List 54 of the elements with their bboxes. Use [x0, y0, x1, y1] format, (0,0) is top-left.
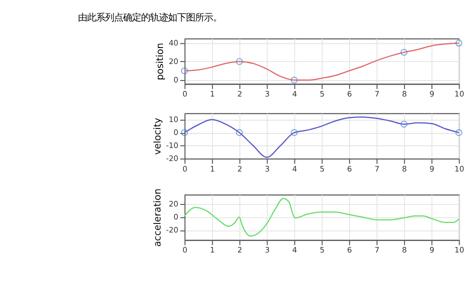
y-tick-label: 0	[174, 75, 179, 84]
x-tick-label: 7	[374, 90, 380, 99]
x-tick-label: 1	[210, 90, 215, 99]
x-tick-label: 8	[402, 164, 408, 174]
x-tick-label: 3	[264, 90, 270, 99]
point	[455, 40, 462, 46]
x-tick-label: 3	[264, 164, 270, 174]
x-tick-label: 0	[182, 246, 188, 255]
x-tick-label: 7	[374, 246, 380, 255]
point	[400, 48, 408, 56]
y-tick-label: -20	[166, 154, 179, 163]
x-tick-label: 6	[347, 246, 352, 255]
x-tick-label: 8	[402, 246, 408, 255]
y-tick-label: 10	[168, 114, 179, 124]
x-tick-label: 6	[347, 90, 352, 99]
y-tick-label: -10	[166, 140, 179, 150]
y-tick-label: 20	[168, 56, 179, 66]
y-axis-title: acceleration	[152, 188, 164, 247]
x-tick-label: 2	[237, 90, 242, 99]
x-tick-label: 10	[454, 90, 464, 99]
x-tick-label: 7	[374, 164, 380, 174]
line-series	[184, 42, 460, 81]
x-tick-label: 10	[454, 246, 464, 255]
point	[236, 58, 243, 66]
x-tick-label: 5	[320, 164, 325, 174]
x-tick-label: 0	[182, 164, 188, 174]
x-tick-label: 1	[210, 164, 215, 174]
y-tick-label: 40	[168, 38, 179, 48]
x-tick-label: 5	[320, 246, 325, 255]
y-tick-label: -20	[166, 226, 179, 235]
x-tick-label: 4	[292, 164, 298, 174]
y-tick-label: 20	[168, 200, 179, 209]
point	[290, 76, 298, 84]
x-tick-label: 6	[347, 164, 352, 174]
x-tick-label: 10	[454, 164, 464, 174]
x-tick-label: 9	[429, 90, 434, 99]
x-tick-label: 8	[402, 90, 408, 99]
x-tick-label: 9	[429, 246, 434, 255]
x-tick-label: 9	[429, 164, 434, 174]
x-tick-label: 4	[292, 246, 298, 255]
x-tick-label: 1	[210, 246, 215, 255]
x-tick-label: 2	[237, 164, 242, 174]
line-series	[184, 198, 460, 237]
x-tick-label: 4	[292, 90, 298, 99]
y-tick-label: 0	[174, 212, 179, 222]
y-tick-label: 0	[174, 128, 179, 137]
x-tick-label: 3	[264, 246, 270, 255]
y-axis-title: velocity	[152, 117, 164, 155]
x-tick-label: 0	[182, 90, 188, 99]
point	[181, 67, 188, 74]
x-tick-label: 5	[320, 90, 325, 99]
x-tick-label: 2	[237, 246, 242, 255]
y-axis-title: position	[155, 42, 166, 80]
chart-title: 由此系列点确定的轨迹如下图所示。	[78, 12, 222, 24]
